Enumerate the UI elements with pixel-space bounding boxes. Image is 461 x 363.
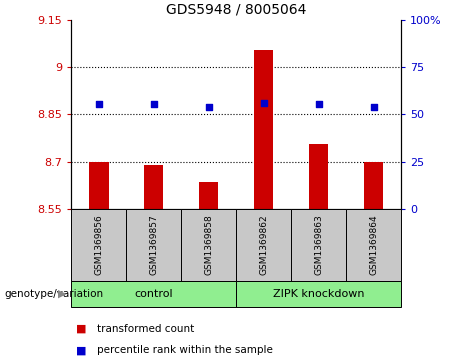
Bar [364,162,383,209]
Point [150,101,158,107]
Bar [291,209,346,281]
Point [260,101,267,106]
Text: ZIPK knockdown: ZIPK knockdown [273,289,364,299]
Text: GSM1369863: GSM1369863 [314,215,323,276]
Bar [199,182,219,209]
Text: genotype/variation: genotype/variation [5,289,104,299]
Text: percentile rank within the sample: percentile rank within the sample [97,345,273,355]
Point [315,101,322,107]
Bar [126,209,181,281]
Point [205,104,213,110]
Bar [236,209,291,281]
Bar [71,209,126,281]
Text: ■: ■ [76,345,87,355]
Text: GSM1369862: GSM1369862 [259,215,268,276]
Title: GDS5948 / 8005064: GDS5948 / 8005064 [166,2,307,16]
Text: ▶: ▶ [59,289,67,299]
Bar [346,209,401,281]
Text: GSM1369864: GSM1369864 [369,215,378,276]
Bar [71,281,236,307]
Bar [89,162,108,209]
Text: GSM1369857: GSM1369857 [149,215,159,276]
Point [95,101,103,107]
Text: transformed count: transformed count [97,323,194,334]
Text: GSM1369856: GSM1369856 [95,215,103,276]
Bar [254,50,273,209]
Point [370,104,377,110]
Bar [309,144,328,209]
Bar [236,281,401,307]
Bar [181,209,236,281]
Bar [144,165,164,209]
Text: ■: ■ [76,323,87,334]
Text: control: control [135,289,173,299]
Text: GSM1369858: GSM1369858 [204,215,213,276]
